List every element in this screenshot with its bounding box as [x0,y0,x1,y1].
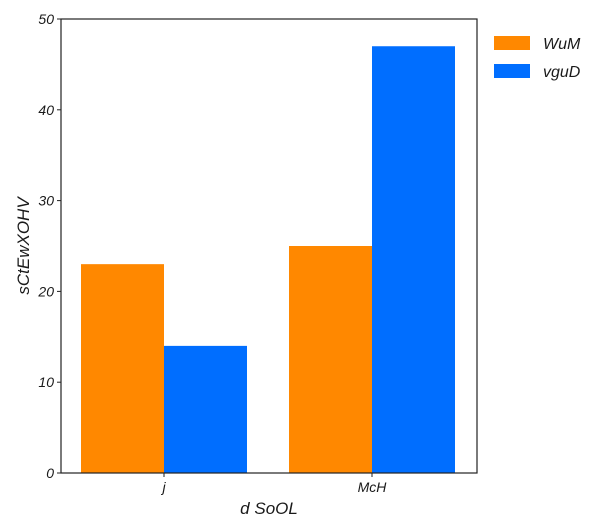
y-tick-label: 0 [46,465,54,481]
bar-WuM-j [81,264,164,473]
bars-layer [81,46,455,474]
y-tick-label: 50 [38,11,54,27]
bar-WuM-McH [289,246,372,473]
plot-frame [60,18,478,474]
x-axis: j McH [160,473,387,495]
legend-swatch-vguD [494,64,530,78]
bar-vguD-McH [372,46,455,474]
x-tick-label: McH [358,479,388,495]
y-tick-label: 40 [38,102,54,118]
x-axis-label: d SoOL [240,499,298,518]
y-tick-label: 20 [37,283,54,299]
legend: WuM vguD [494,36,581,81]
bar-vguD-j [164,345,247,473]
x-tick-label: j [160,479,166,495]
legend-swatch-WuM [494,36,530,50]
y-tick-label: 10 [38,374,54,390]
legend-label-vguD: vguD [543,64,581,81]
y-tick-label: 30 [38,193,54,209]
y-axis-label: sCtEwXOHV [14,196,33,295]
y-axis: 0 10 20 30 40 50 [37,11,61,481]
legend-label-WuM: WuM [543,36,581,53]
